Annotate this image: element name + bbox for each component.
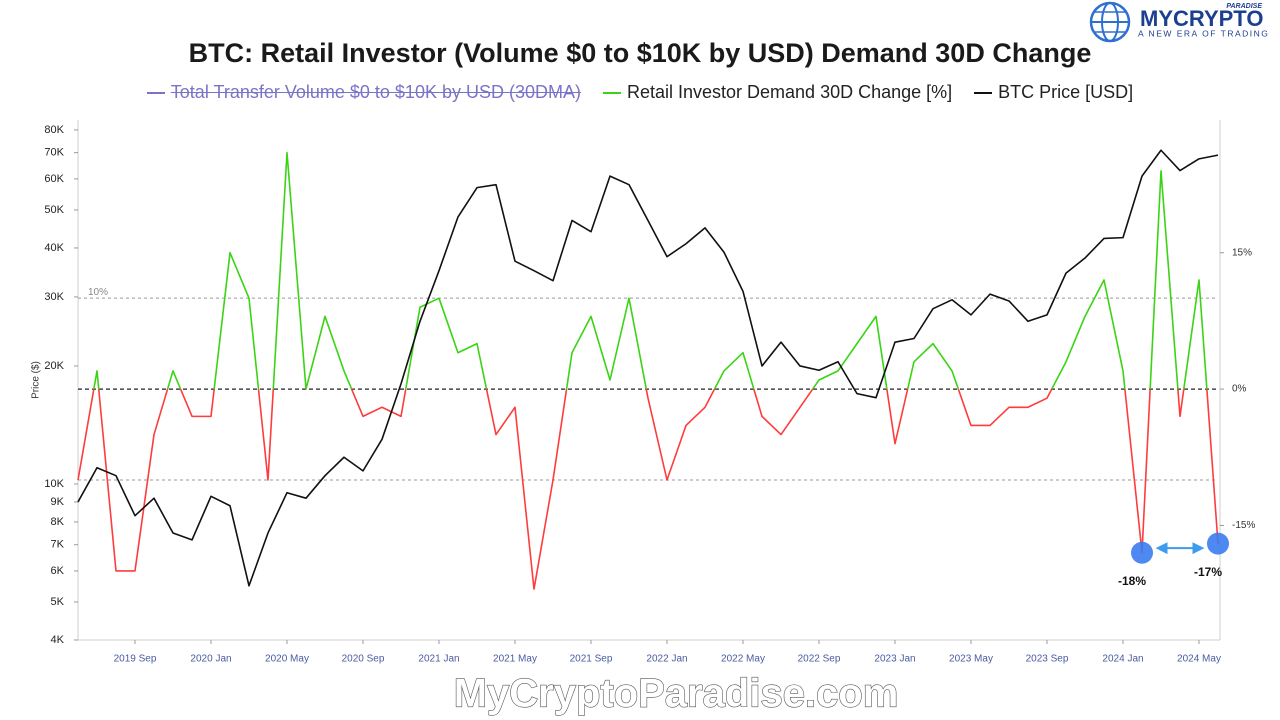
x-tick-label: 2023 Sep bbox=[1026, 654, 1069, 665]
y-axis-label: Price ($) bbox=[31, 361, 42, 399]
y-tick-label: 8K bbox=[51, 516, 65, 528]
annotation-marker bbox=[1131, 541, 1153, 564]
y2-tick-label: 15% bbox=[1232, 247, 1252, 258]
x-tick-label: 2022 Jan bbox=[646, 654, 687, 665]
y-tick-label: 10K bbox=[44, 478, 64, 490]
annotation-label: -18% bbox=[1118, 574, 1146, 588]
series-line-negative bbox=[77, 389, 1219, 590]
y-tick-label: 70K bbox=[44, 147, 64, 159]
reference-line-label: 10% bbox=[88, 287, 108, 298]
legend-swatch bbox=[974, 91, 993, 94]
x-tick-label: 2021 Sep bbox=[570, 654, 613, 665]
chart-title: BTC: Retail Investor (Volume $0 to $10K … bbox=[189, 38, 1092, 68]
x-tick-label: 2020 May bbox=[265, 654, 309, 665]
y2-tick-label: -15% bbox=[1232, 520, 1255, 531]
series-line-positive bbox=[93, 151, 1208, 390]
y-tick-label: 4K bbox=[51, 634, 65, 646]
x-tick-label: 2022 Sep bbox=[798, 654, 841, 665]
legend-item[interactable]: Retail Investor Demand 30D Change [%] bbox=[602, 82, 953, 103]
y-tick-label: 20K bbox=[44, 360, 64, 372]
legend-swatch bbox=[146, 91, 165, 94]
y-tick-label: 50K bbox=[44, 204, 64, 216]
y-tick-label: 80K bbox=[44, 124, 64, 136]
legend-label: Retail Investor Demand 30D Change [%] bbox=[626, 82, 953, 102]
y-tick-label: 6K bbox=[51, 565, 65, 577]
y-tick-label: 60K bbox=[44, 173, 64, 185]
y-tick-label: 40K bbox=[44, 242, 64, 254]
y-tick-label: 30K bbox=[44, 291, 64, 303]
y2-tick-label: 0% bbox=[1232, 384, 1247, 395]
x-tick-label: 2021 Jan bbox=[418, 654, 459, 665]
x-tick-label: 2020 Jan bbox=[190, 654, 231, 665]
y-tick-label: 9K bbox=[51, 496, 65, 508]
plot-area: 4K 5K 6K 7K 8K 9K 10K 20K 30K 40K 50K 60K 70K 80K 15% 0… bbox=[44, 120, 1255, 665]
logo-text: MYCRYPTO bbox=[1140, 6, 1263, 31]
annotation-marker bbox=[1207, 532, 1229, 555]
x-tick-label: 2024 Jan bbox=[1102, 654, 1143, 665]
x-tick-label: 2023 Jan bbox=[874, 654, 915, 665]
x-tick-label: 2019 Sep bbox=[114, 654, 157, 665]
x-tick-label: 2023 May bbox=[949, 654, 993, 665]
legend-label: BTC Price [USD] bbox=[998, 82, 1134, 102]
y-tick-label: 5K bbox=[51, 596, 65, 608]
x-tick-label: 2024 May bbox=[1177, 654, 1221, 665]
x-tick-label: 2022 May bbox=[721, 654, 765, 665]
logo: MYCRYPTO PARADISE A NEW ERA OF TRADING bbox=[1089, 1, 1269, 43]
legend: Total Transfer Volume $0 to $10K by USD … bbox=[0, 82, 1280, 103]
y-tick-label: 7K bbox=[51, 539, 65, 551]
watermark: MyCryptoParadise.com bbox=[454, 672, 899, 716]
x-tick-label: 2021 May bbox=[493, 654, 537, 665]
legend-label: Total Transfer Volume $0 to $10K by USD … bbox=[170, 82, 581, 102]
legend-swatch bbox=[602, 91, 621, 94]
series-line bbox=[77, 149, 1219, 587]
legend-item[interactable]: Total Transfer Volume $0 to $10K by USD … bbox=[146, 82, 581, 103]
annotation-label: -17% bbox=[1194, 565, 1222, 579]
legend-item[interactable]: BTC Price [USD] bbox=[974, 82, 1133, 103]
logo-tagline: A NEW ERA OF TRADING bbox=[1138, 28, 1269, 38]
x-tick-label: 2020 Sep bbox=[342, 654, 385, 665]
logo-small: PARADISE bbox=[1226, 3, 1262, 10]
